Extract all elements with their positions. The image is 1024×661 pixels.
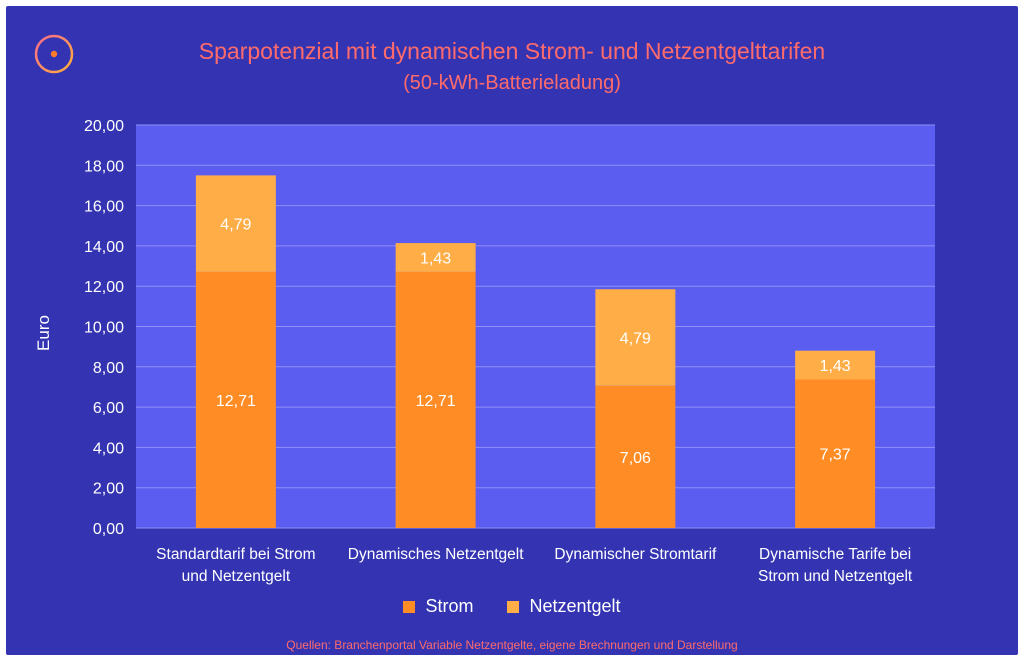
x-tick-label: Dynamischer Stromtarif xyxy=(554,546,717,563)
source-note: Quellen: Branchenportal Variable Netzent… xyxy=(286,638,738,652)
data-label: 7,37 xyxy=(820,447,851,464)
legend-label-strom: Strom xyxy=(425,596,474,616)
bar-netzentgelt xyxy=(195,175,276,272)
data-label: 4,79 xyxy=(620,330,651,347)
y-tick-label: 12,00 xyxy=(84,279,124,296)
data-label: 7,06 xyxy=(620,450,651,467)
x-tick-label: Dynamisches Netzentgelt xyxy=(348,546,524,563)
y-tick-label: 18,00 xyxy=(84,158,124,175)
legend-item-strom: Strom xyxy=(403,596,473,617)
y-tick-label: 6,00 xyxy=(93,400,124,417)
y-tick-label: 20,00 xyxy=(84,118,124,135)
y-tick-label: 10,00 xyxy=(84,320,124,337)
x-tick-label: Standardtarif bei Strom xyxy=(156,546,315,563)
data-label: 12,71 xyxy=(216,393,256,410)
legend-item-netzentgelt: Netzentgelt xyxy=(507,596,621,617)
data-label: 1,43 xyxy=(420,250,451,267)
y-tick-label: 0,00 xyxy=(93,521,124,538)
bar-strom xyxy=(795,379,876,528)
bar-strom xyxy=(395,271,476,528)
y-tick-label: 16,00 xyxy=(84,199,124,216)
bar-chart: 0,00 2,00 4,00 6,00 8,00 10,00 12,00 14,00 16,00… xyxy=(84,118,935,585)
legend-label-netzentgelt: Netzentgelt xyxy=(529,596,621,616)
y-tick-label: 14,00 xyxy=(84,239,124,256)
x-tick-label: und Netzentgelt xyxy=(182,568,291,585)
data-label: 12,71 xyxy=(416,393,456,410)
data-label: 4,79 xyxy=(220,217,251,234)
legend-swatch-strom xyxy=(403,600,416,613)
bar-netzentgelt xyxy=(395,243,476,272)
chart-title: Sparpotenzial mit dynamischen Strom- und… xyxy=(198,38,826,64)
y-tick-label: 8,00 xyxy=(93,360,124,377)
chart-subtitle: (50-kWh-Batterieladung) xyxy=(403,72,621,94)
x-tick-label: Strom und Netzentgelt xyxy=(758,568,913,585)
circle-dot-logo-icon xyxy=(34,34,74,74)
legend: Strom Netzentgelt xyxy=(6,596,1018,617)
bar-netzentgelt xyxy=(795,350,876,380)
chart-frame: Sparpotenzial mit dynamischen Strom- und… xyxy=(6,6,1018,655)
bar-strom xyxy=(595,385,676,528)
y-tick-label: 4,00 xyxy=(93,440,124,457)
x-tick-label: Dynamische Tarife bei xyxy=(759,546,911,563)
bar-netzentgelt xyxy=(595,289,676,386)
y-tick-label: 2,00 xyxy=(93,481,124,498)
legend-swatch-netzentgelt xyxy=(507,600,520,613)
data-label: 1,43 xyxy=(820,358,851,375)
bar-strom xyxy=(195,271,276,528)
